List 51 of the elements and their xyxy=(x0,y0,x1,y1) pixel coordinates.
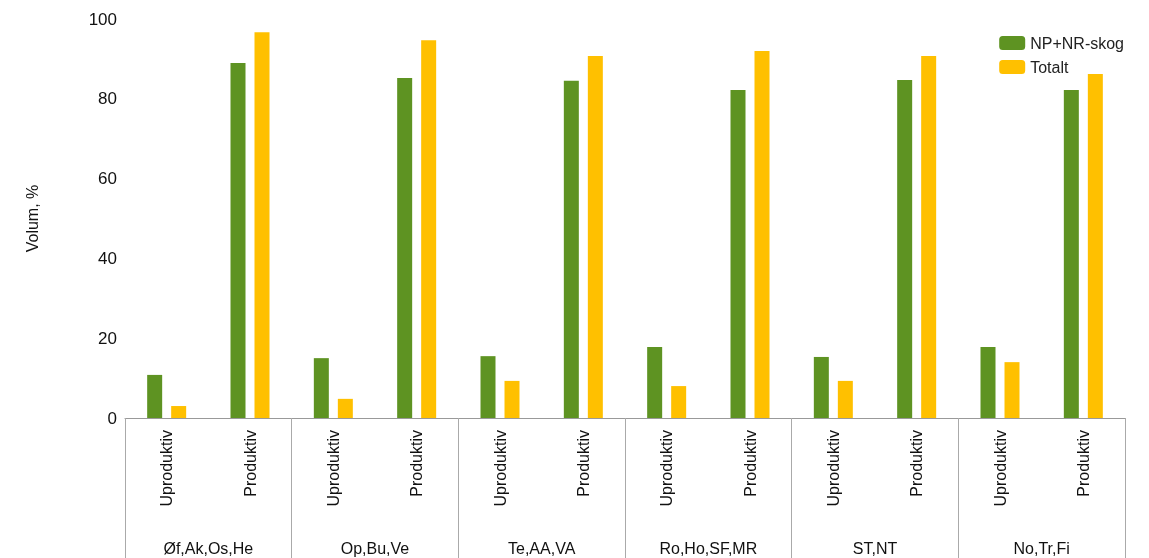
bar xyxy=(563,80,579,418)
y-axis-title: Volum, % xyxy=(23,184,41,253)
y-tick-label: 100 xyxy=(88,9,117,29)
x-tick-label: Uproduktiv xyxy=(824,430,842,507)
bar xyxy=(1063,90,1079,418)
bar xyxy=(337,398,353,418)
x-tick-label: Produktiv xyxy=(741,430,759,497)
x-tick-label: Produktiv xyxy=(574,430,592,497)
y-tick-label: 20 xyxy=(98,328,117,348)
bar xyxy=(147,374,163,418)
x-tick-label: Uproduktiv xyxy=(491,430,509,507)
bar xyxy=(921,56,937,418)
bar xyxy=(730,90,746,418)
bar xyxy=(230,62,246,418)
bar xyxy=(397,78,413,418)
bar xyxy=(754,50,770,418)
bar xyxy=(837,380,853,418)
bar xyxy=(254,32,270,418)
x-tick-label: Produktiv xyxy=(408,430,426,497)
legend-label: NP+NR-skog xyxy=(1030,34,1125,52)
x-tick-label: Produktiv xyxy=(1074,430,1092,497)
bar xyxy=(647,346,663,418)
x-tick-label: Uproduktiv xyxy=(991,430,1009,507)
y-tick-label: 0 xyxy=(107,408,117,428)
bar xyxy=(813,356,829,418)
y-tick-label: 40 xyxy=(98,248,117,268)
bar xyxy=(897,80,913,418)
y-tick-label: 60 xyxy=(98,169,117,189)
bar xyxy=(421,40,437,418)
bar xyxy=(587,56,603,418)
text: Øf,Ak,Os,He xyxy=(163,539,254,557)
text: No,Tr,Fi xyxy=(1013,539,1070,557)
legend-label: Totalt xyxy=(1030,58,1069,76)
bar xyxy=(1004,362,1020,418)
x-tick-label: Uproduktiv xyxy=(324,430,342,507)
x-tick-label: Uproduktiv xyxy=(658,430,676,507)
x-tick-label: Produktiv xyxy=(241,430,259,497)
bar xyxy=(313,358,329,418)
bar xyxy=(480,356,496,418)
bar xyxy=(171,406,187,418)
bar xyxy=(1087,74,1103,418)
y-tick-label: 80 xyxy=(98,89,117,109)
x-tick-label: Produktiv xyxy=(908,430,926,497)
text: ST,NT xyxy=(852,539,898,557)
x-tick-label: Uproduktiv xyxy=(158,430,176,507)
text: Op,Bu,Ve xyxy=(340,539,410,557)
bar xyxy=(671,386,687,418)
bar xyxy=(980,346,996,418)
bar xyxy=(504,380,520,418)
text: Te,AA,VA xyxy=(508,539,576,557)
text: Ro,Ho,SF,MR xyxy=(659,539,758,557)
